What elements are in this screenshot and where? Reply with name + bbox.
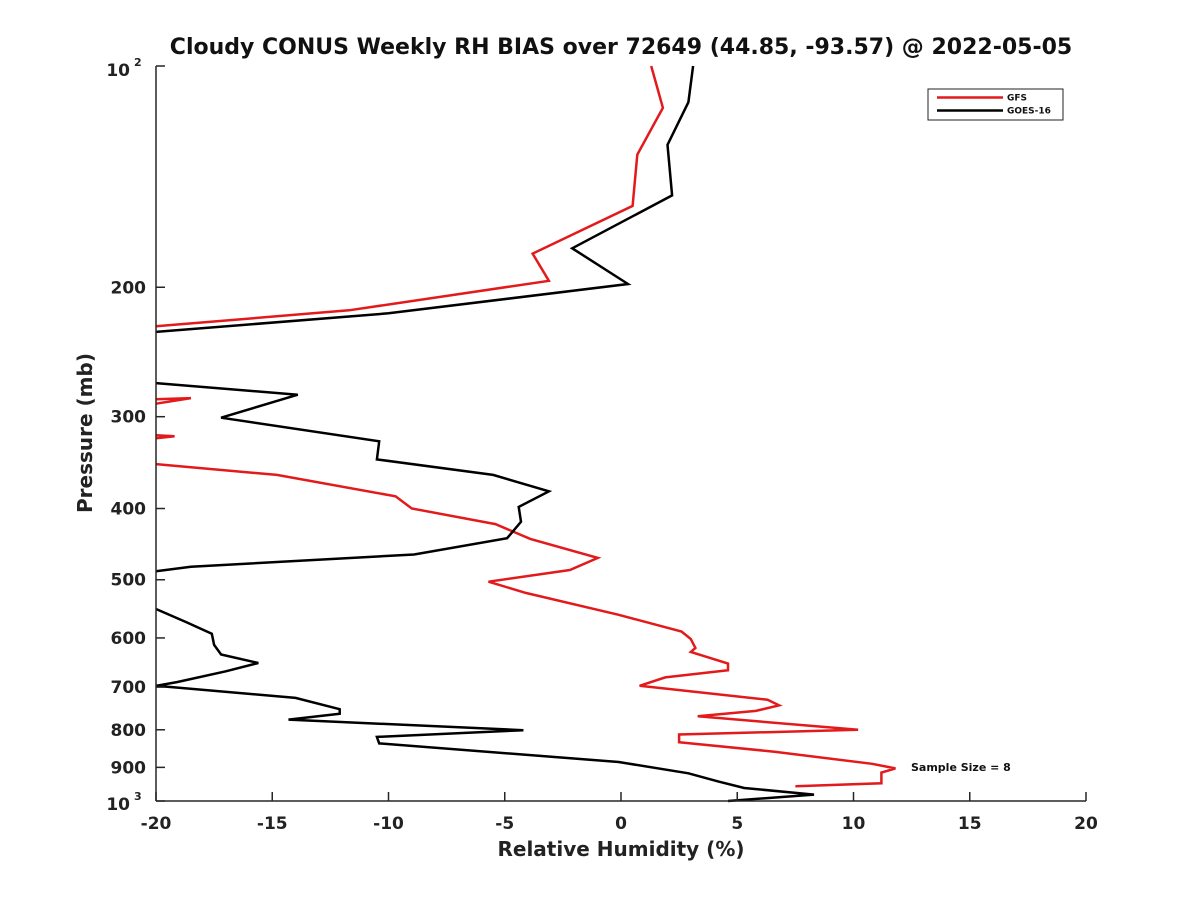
legend: GFS GOES-16 [927, 88, 1064, 121]
y-tick-label-7: 900 [111, 758, 147, 778]
series-line-goes16-segment-2 [155, 607, 815, 803]
series-line-gfs-segment-0 [155, 65, 665, 328]
x-ticks: -20 -15 -10 -5 0 5 10 15 20 [141, 792, 1098, 834]
x-tick-label-0: -20 [141, 814, 172, 834]
x-tick-label-6: 10 [842, 814, 866, 834]
legend-label-gfs: GFS [1007, 94, 1027, 104]
y-tick-label-2: 400 [111, 500, 147, 520]
x-tick-label-8: 20 [1074, 814, 1098, 834]
x-tick-label-7: 15 [958, 814, 982, 834]
series-line-gfs-segment-2 [155, 434, 175, 440]
x-tick-label-1: -15 [257, 814, 288, 834]
series-line-goes16-segment-1 [155, 381, 553, 573]
y-tick-bottom-base: 10 [106, 795, 130, 815]
series-line-gfs-segment-1 [155, 396, 192, 405]
y-tick-label-1: 300 [111, 408, 147, 428]
x-tick-label-5: 5 [731, 814, 743, 834]
y-tick-top-base: 10 [106, 61, 130, 81]
y-tick-top-exponent: 2 [134, 56, 142, 69]
y-tick-label-4: 600 [111, 629, 147, 649]
series-line-gfs-segment-3 [155, 462, 896, 788]
y-tick-label-5: 700 [111, 678, 147, 698]
y-ticks: 10 2 10 3 200 300 400 500 600 700 800 900 [106, 56, 165, 815]
x-tick-label-3: -5 [495, 814, 514, 834]
series-layer [155, 65, 896, 803]
x-tick-label-2: -10 [373, 814, 404, 834]
legend-box [927, 88, 1064, 121]
y-tick-label-0: 200 [111, 278, 147, 298]
y-axis-label: Pressure (mb) [73, 353, 97, 513]
series-line-goes16-segment-0 [155, 65, 695, 334]
y-tick-label-bottom: 10 [106, 795, 130, 815]
chart-title: Cloudy CONUS Weekly RH BIAS over 72649 (… [170, 35, 1072, 60]
sample-size-annotation: Sample Size = 8 [911, 761, 1011, 774]
x-axis-label: Relative Humidity (%) [497, 837, 744, 861]
legend-label-goes16: GOES-16 [1007, 107, 1051, 117]
y-tick-label-6: 800 [111, 721, 147, 741]
y-tick-label-3: 500 [111, 571, 147, 591]
x-tick-label-4: 0 [615, 814, 627, 834]
y-tick-bottom-exponent: 3 [134, 790, 142, 803]
y-tick-label-top: 10 [106, 61, 130, 81]
